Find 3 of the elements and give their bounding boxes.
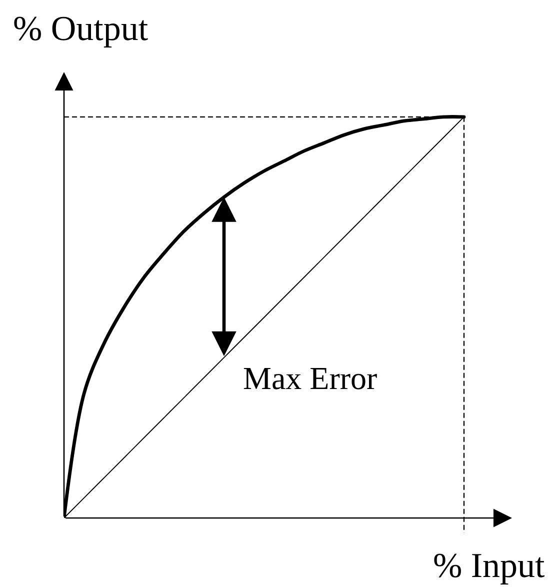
- x-axis-title: % Input: [433, 546, 546, 585]
- annotation: Max Error: [243, 360, 378, 396]
- y-axis-title: % Output: [13, 9, 148, 48]
